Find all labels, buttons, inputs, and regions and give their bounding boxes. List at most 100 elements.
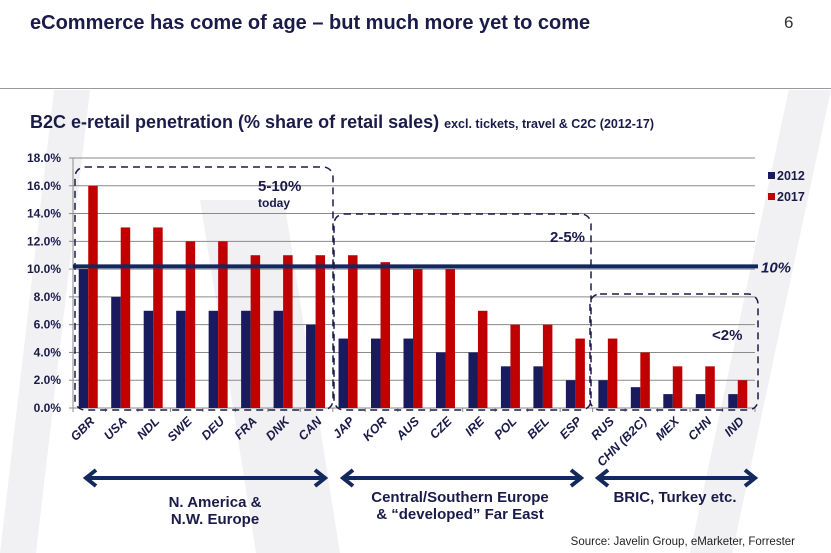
legend-swatch-2017: [768, 193, 775, 200]
chart-title: B2C e-retail penetration (% share of ret…: [30, 112, 654, 133]
bar-2017-esp: [575, 338, 585, 408]
y-tick-label: 2.0%: [34, 373, 62, 387]
range-sublabel-1: today: [258, 196, 290, 210]
group-label-3-line1: BRIC, Turkey etc.: [613, 489, 737, 506]
y-tick-label: 6.0%: [34, 318, 62, 332]
group-label-1-line1: N. America &: [168, 494, 262, 511]
group-label-2-line2: & “developed” Far East: [376, 506, 544, 523]
bar-2017-aus: [413, 269, 423, 408]
reference-line-label: 10%: [761, 259, 791, 276]
bar-2017-can: [315, 255, 326, 408]
x-tick-label: IRE: [462, 414, 487, 439]
annotations: 10% 5-10%today 2-5% <2%: [73, 166, 791, 411]
group-label-2-line1: Central/Southern Europe: [371, 489, 549, 506]
bar-2017-pol: [510, 324, 520, 408]
x-tick-label: POL: [491, 414, 519, 442]
bars: [78, 185, 748, 408]
bar-2012-aus: [403, 338, 413, 408]
y-tick-label: 12.0%: [27, 234, 61, 248]
range-label-1: 5-10%: [258, 178, 301, 195]
y-tick-label: 14.0%: [27, 207, 61, 221]
bar-2017-kor: [380, 262, 391, 408]
arrowhead-left-3: [594, 468, 610, 488]
x-tick-label: GBR: [68, 414, 98, 444]
bar-2017-usa: [120, 227, 131, 408]
arrowhead-right-1: [313, 468, 329, 488]
bar-2012-usa: [111, 296, 121, 408]
x-tick-label: IND: [722, 414, 747, 439]
bar-2012-mex: [663, 394, 673, 408]
bar-2012-pol: [500, 366, 511, 408]
bar-2012-swe: [176, 310, 186, 408]
group-label-1: N. America & N.W. Europe: [95, 494, 335, 528]
bar-2017-ind: [737, 380, 748, 408]
bar-2017-dnk: [283, 255, 293, 408]
legend-swatch-2012: [768, 172, 775, 179]
bar-2017-jap: [348, 255, 358, 408]
x-tick-label: SWE: [165, 414, 196, 445]
y-tick-label: 10.0%: [27, 262, 61, 276]
arrowhead-right-3: [743, 468, 759, 488]
chart-subtitle: excl. tickets, travel & C2C (2012-17): [444, 117, 654, 131]
bar-2017-chn-b2c-: [640, 352, 650, 408]
x-tick-label: KOR: [360, 414, 390, 444]
slide-title: eCommerce has come of age – but much mor…: [30, 12, 591, 34]
y-tick-label: 0.0%: [34, 401, 62, 415]
bar-2012-can: [306, 324, 316, 408]
range-box-2: [333, 213, 592, 411]
legend: 2012 2017: [768, 169, 805, 204]
range-label-2: 2-5%: [550, 229, 585, 246]
x-tick-label: ESP: [557, 414, 585, 442]
y-tick-label: 4.0%: [34, 345, 62, 359]
range-label-3: <2%: [712, 327, 742, 344]
bar-2012-ndl: [143, 310, 154, 408]
x-tick-label: AUS: [393, 414, 423, 444]
arrowhead-right-2: [569, 468, 585, 488]
chart-title-main: B2C e-retail penetration (% share of ret…: [30, 112, 440, 132]
group-label-1-line2: N.W. Europe: [170, 511, 260, 528]
bar-2012-chn-b2c-: [630, 387, 641, 408]
x-tick-label: DNK: [263, 414, 293, 444]
bar-2012-deu: [208, 310, 219, 408]
bar-2012-bel: [533, 366, 543, 408]
y-tick-label: 18.0%: [27, 151, 61, 165]
bar-2012-jap: [338, 338, 349, 408]
x-tick-label: CHN: [685, 414, 715, 444]
bar-2012-ire: [468, 352, 478, 408]
range-box-3: [589, 293, 759, 411]
arrowhead-left-2: [339, 468, 355, 488]
y-tick-label: 16.0%: [27, 179, 61, 193]
page-number: 6: [784, 13, 794, 32]
bar-2017-ndl: [153, 227, 163, 408]
bar-2017-rus: [607, 338, 618, 408]
x-tick-label: RUS: [588, 414, 617, 443]
x-tick-label: FRA: [232, 414, 260, 442]
bar-2017-mex: [672, 366, 683, 408]
y-tick-label: 8.0%: [34, 290, 62, 304]
x-tick-label: MEX: [653, 414, 683, 444]
group-arrows: [82, 468, 759, 488]
y-axis-labels: 0.0% 2.0% 4.0% 6.0% 8.0% 10.0% 12.0% 14.0% 16.0%…: [27, 151, 61, 415]
bar-2017-gbr: [88, 185, 98, 408]
legend-label-2017: 2017: [777, 190, 805, 204]
bar-2017-bel: [542, 324, 553, 408]
x-tick-label: BEL: [524, 414, 552, 442]
bar-2012-esp: [565, 380, 576, 408]
source-note: Source: Javelin Group, eMarketer, Forres…: [570, 536, 795, 548]
bar-2012-rus: [598, 380, 608, 408]
arrowhead-left-1: [82, 468, 98, 488]
range-box-1: [74, 166, 334, 411]
bar-2017-swe: [185, 241, 196, 408]
bar-2017-deu: [218, 241, 228, 408]
x-tick-label: USA: [101, 414, 130, 443]
legend-label-2012: 2012: [777, 169, 805, 183]
bar-2012-dnk: [273, 310, 284, 408]
bar-2017-cze: [445, 269, 455, 408]
x-tick-label: JAP: [330, 414, 358, 442]
bar-2012-kor: [371, 338, 381, 408]
x-tick-label: CZE: [427, 414, 455, 442]
bar-2012-cze: [435, 352, 446, 408]
group-label-2: Central/Southern Europe & “developed” Far…: [335, 489, 585, 523]
bar-2012-fra: [241, 310, 251, 408]
